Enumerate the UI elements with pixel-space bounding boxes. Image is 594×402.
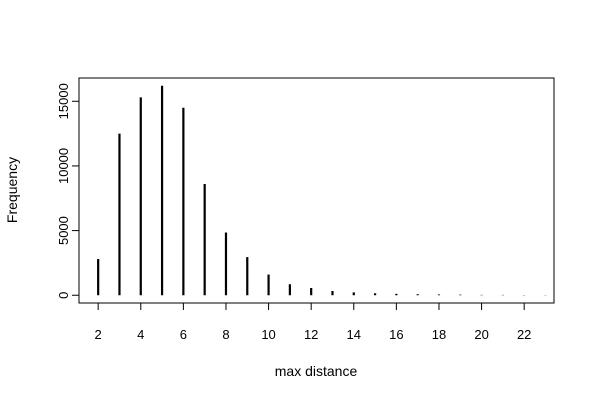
y-tick-label: 0 xyxy=(56,292,71,299)
y-tick-label: 5000 xyxy=(56,216,71,245)
x-tick-label: 20 xyxy=(474,327,488,342)
plot-box xyxy=(78,77,555,304)
x-tick-label: 8 xyxy=(222,327,229,342)
x-tick-label: 2 xyxy=(95,327,102,342)
x-tick-label: 6 xyxy=(180,327,187,342)
x-tick-label: 16 xyxy=(389,327,403,342)
x-tick-label: 18 xyxy=(432,327,446,342)
x-tick-label: 22 xyxy=(517,327,531,342)
y-tick-label: 10000 xyxy=(56,148,71,184)
x-axis: 2 4 6 8 10 12 14 16 18 20 22 xyxy=(95,302,531,342)
x-tick-label: 12 xyxy=(304,327,318,342)
x-axis-label: max distance xyxy=(275,363,358,379)
x-tick-label: 10 xyxy=(261,327,275,342)
x-tick-label: 4 xyxy=(137,327,144,342)
bars xyxy=(97,85,547,296)
x-tick-label: 14 xyxy=(347,327,361,342)
y-axis-label: Frequency xyxy=(4,157,20,223)
y-tick-label: 15000 xyxy=(56,83,71,119)
y-axis: 0 5000 10000 15000 xyxy=(56,83,80,299)
